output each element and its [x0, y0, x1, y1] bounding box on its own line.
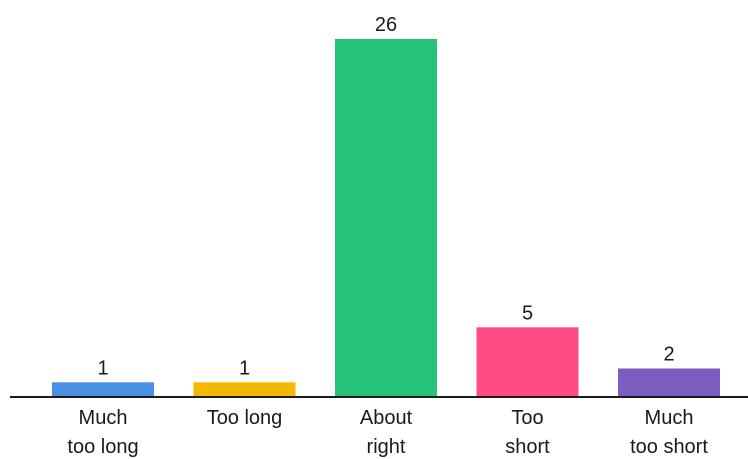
category-label-3-line-0: Too: [511, 407, 543, 429]
value-label-3: 5: [522, 302, 533, 324]
value-label-0: 1: [97, 357, 108, 379]
value-labels: 1 1 26 5 2: [97, 14, 674, 379]
category-label-2-line-1: right: [367, 436, 406, 458]
category-label-1-line-0: Too long: [207, 407, 283, 429]
category-label-4-line-0: Much: [645, 407, 694, 429]
category-label-4-line-1: too short: [630, 436, 708, 458]
bar-3: [476, 327, 579, 396]
category-label-0-line-1: too long: [67, 436, 138, 458]
value-label-4: 2: [663, 344, 674, 366]
bar-2: [335, 39, 437, 396]
value-label-1: 1: [239, 357, 250, 379]
bar-1: [193, 382, 296, 396]
category-label-2-line-0: About: [360, 407, 413, 429]
bars-layer: [52, 39, 720, 396]
category-labels: Much too long Too long About right Too short Mu…: [67, 407, 708, 458]
value-label-2: 26: [375, 14, 397, 36]
bar-0: [52, 382, 154, 396]
category-label-0-line-0: Much: [79, 407, 128, 429]
bar-4: [618, 368, 720, 396]
category-label-3-line-1: short: [505, 436, 550, 458]
